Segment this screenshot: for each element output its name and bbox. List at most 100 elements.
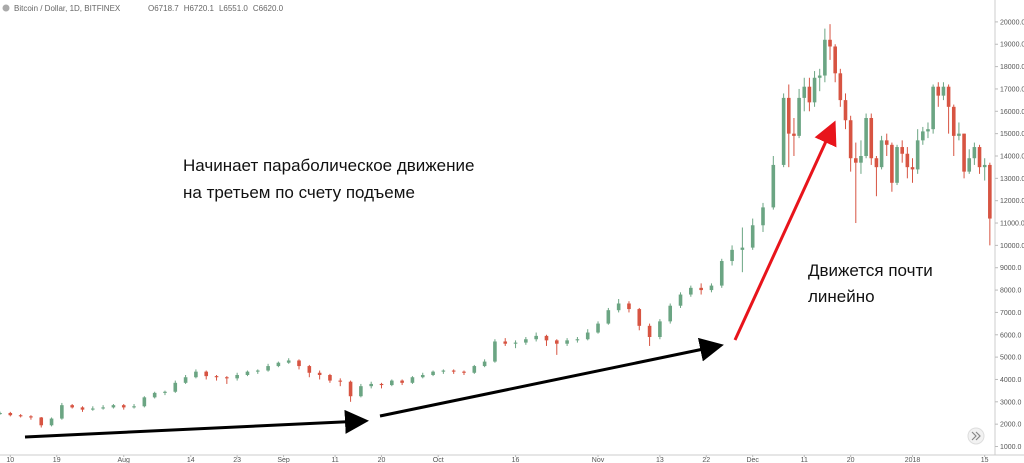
y-tick-label: 4000.0 (1000, 377, 1022, 384)
candle-body (689, 287, 693, 295)
candle-body (817, 75, 822, 78)
candle-body (890, 144, 894, 183)
candle-body (544, 335, 549, 341)
candle-body (972, 147, 977, 159)
y-tick-label: 1000.0 (1000, 444, 1022, 451)
candle-body (245, 371, 250, 375)
candle-body (297, 360, 301, 367)
candle-body (18, 415, 23, 417)
candle-body (905, 153, 910, 168)
candle-body (596, 323, 600, 333)
header-title: Bitcoin / Dollar, 1D, BITFINEX (14, 4, 121, 13)
ohlc-value: H6720.1 (184, 4, 215, 13)
annotation: Движется почти (808, 261, 933, 280)
candle-body (431, 371, 435, 375)
x-tick-label: Aug (117, 457, 130, 463)
candle-body (173, 382, 178, 392)
candle-body (534, 335, 538, 340)
candle-body (70, 405, 74, 408)
candle-body (472, 366, 477, 373)
candle-body (854, 158, 858, 163)
candle-body (982, 164, 987, 168)
candle-body (369, 383, 373, 387)
y-tick-label: 10000.0 (1000, 243, 1024, 250)
candle-body (503, 341, 508, 344)
ohlc: O6718.7 H6720.1 L6551.0 C6620.0 (148, 4, 284, 13)
candle-body (926, 129, 930, 132)
x-tick-label: 22 (702, 457, 710, 463)
candle-body (451, 370, 456, 372)
candle-body (946, 86, 951, 107)
candle-body (678, 294, 683, 306)
x-tick-label: 2018 (905, 457, 921, 463)
candle-body (606, 310, 611, 324)
candle-body (359, 386, 363, 397)
candle-body (988, 164, 992, 219)
candle-body (410, 377, 415, 383)
x-tick-label: Nov (592, 457, 605, 463)
candle-body (828, 39, 832, 47)
ohlc-value: O6718.7 (148, 4, 179, 13)
x-tick-label: 20 (378, 457, 386, 463)
candle-body (60, 405, 64, 419)
candle-body (616, 303, 621, 311)
candle-body (879, 140, 884, 168)
candle-body (482, 361, 487, 367)
y-tick-label: 2000.0 (1000, 422, 1022, 429)
candle-body (328, 374, 332, 381)
candle-body (786, 97, 791, 134)
candle-body (317, 372, 322, 375)
candle-body (869, 117, 874, 159)
candle-body (900, 147, 905, 154)
candle-body (915, 140, 920, 170)
candle-body (49, 418, 54, 426)
x-tick-label: 16 (512, 457, 520, 463)
candle-body (977, 147, 982, 168)
candle-body (286, 360, 291, 363)
arrow (379, 337, 724, 418)
candle-body (235, 374, 239, 379)
y-tick-label: 18000.0 (1000, 64, 1024, 71)
candle-body (750, 225, 755, 248)
candle-body (709, 285, 714, 291)
x-tick-label: 11 (331, 457, 338, 463)
candle-body (719, 261, 724, 286)
candle-body (565, 340, 569, 344)
annotation: на третьем по счету подъеме (183, 183, 415, 202)
candle-body (941, 86, 946, 96)
candle-body (390, 380, 394, 386)
y-tick-label: 13000.0 (1000, 176, 1024, 183)
candle-body (792, 133, 796, 136)
candle-body (843, 100, 848, 121)
y-tick-label: 5000.0 (1000, 355, 1022, 362)
candle-body (554, 340, 559, 344)
y-tick-label: 20000.0 (1000, 19, 1024, 26)
x-tick-label: 11 (801, 457, 808, 463)
candle-body (575, 339, 580, 341)
candle-body (204, 371, 209, 377)
candle-body (859, 155, 863, 163)
y-tick-label: 15000.0 (1000, 131, 1024, 138)
x-tick-label: 23 (233, 457, 241, 463)
candle-body (910, 167, 915, 170)
x-tick-label: Sep (277, 457, 290, 463)
annotation: Начинает параболическое движение (183, 156, 474, 175)
candle-body (730, 249, 734, 262)
candle-body (637, 309, 642, 326)
x-tick-label: 14 (187, 457, 195, 463)
candle-body (142, 397, 147, 407)
candle-body (163, 391, 167, 393)
candle-body (838, 73, 843, 101)
candle-body (513, 342, 518, 344)
y-tick-label: 11000.0 (1000, 221, 1024, 228)
candle-body (658, 321, 662, 338)
candle-body (848, 120, 853, 159)
y-tick-label: 8000.0 (1000, 288, 1022, 295)
candle-body (214, 376, 219, 378)
candle-body (8, 412, 13, 416)
candle-body (152, 392, 157, 398)
y-tick-label: 19000.0 (1000, 42, 1024, 49)
candle-body (585, 332, 590, 340)
candle-body (379, 383, 384, 386)
